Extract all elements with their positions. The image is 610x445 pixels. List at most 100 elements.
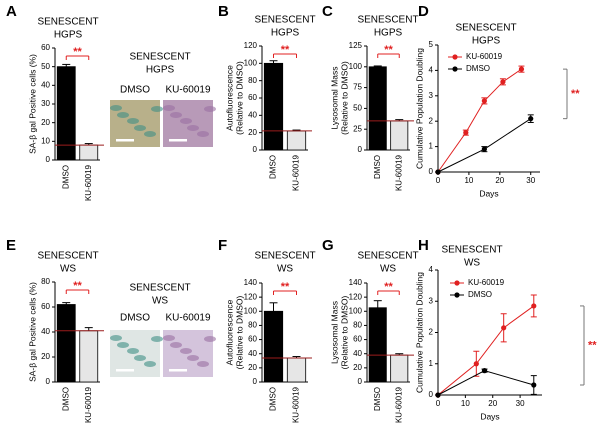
x-tick-label: 30 xyxy=(526,176,535,185)
y-tick-label: 20 xyxy=(353,363,362,372)
cell xyxy=(197,131,209,137)
chart-title: HGPS xyxy=(472,36,501,47)
y-tick-label: 40 xyxy=(248,349,257,358)
cell xyxy=(163,335,175,341)
x-axis-label: Days xyxy=(479,188,498,198)
bar xyxy=(286,130,307,151)
x-tick-label: DMSO xyxy=(373,387,382,411)
y-axis-label: Autofluorescence xyxy=(224,65,234,131)
y-axis-label: Cumulative Population Doubling xyxy=(414,272,424,393)
legend-label: DMSO xyxy=(468,290,492,299)
bar xyxy=(390,120,409,151)
scale-bar xyxy=(116,369,134,372)
significance: ** xyxy=(73,46,82,58)
point xyxy=(481,98,487,104)
legend-marker xyxy=(454,292,460,298)
y-tick-label: 0 xyxy=(46,155,51,164)
scale-bar xyxy=(169,369,187,372)
y-tick-label: 60 xyxy=(248,335,257,344)
y-tick-label: 100 xyxy=(244,58,258,67)
point xyxy=(531,303,537,309)
bar xyxy=(56,304,76,383)
y-tick-label: 100 xyxy=(244,306,258,315)
panel-letter: B xyxy=(218,3,229,20)
panel-letter: H xyxy=(418,237,429,254)
point xyxy=(435,392,441,398)
x-tick-label: 20 xyxy=(495,176,504,185)
image-title: WS xyxy=(152,296,168,307)
image-title: SENESCENT xyxy=(129,52,190,63)
series-line xyxy=(437,118,532,173)
x-tick-label: KU-60019 xyxy=(394,154,403,191)
bar xyxy=(56,66,76,161)
y-tick-label: 30 xyxy=(41,99,50,108)
chart-title: HGPS xyxy=(271,28,300,39)
panel-letter: C xyxy=(322,3,333,20)
y-tick-label: 40 xyxy=(41,80,50,89)
cell xyxy=(151,106,163,112)
significance: ** xyxy=(281,281,290,293)
cell xyxy=(204,336,216,342)
y-tick-label: 140 xyxy=(244,278,258,287)
y-tick-label: 80 xyxy=(353,321,362,330)
chart-title: WS xyxy=(380,264,396,275)
point xyxy=(463,130,469,136)
panel-letter: G xyxy=(322,237,334,254)
cell xyxy=(180,348,192,354)
y-tick-label: 1 xyxy=(429,359,434,368)
y-tick-label: 1 xyxy=(429,142,434,151)
legend-label: DMSO xyxy=(466,64,490,73)
panel-letter: E xyxy=(6,237,16,254)
y-axis-label: SA-β gal Positive cells (%) xyxy=(27,282,37,382)
x-tick-label: DMSO xyxy=(61,387,70,411)
cell xyxy=(163,105,175,111)
bar xyxy=(263,310,284,383)
cell xyxy=(127,348,139,354)
cell xyxy=(144,131,156,137)
y-tick-label: 80 xyxy=(248,76,257,85)
y-axis-label: Cumulative Population Doubling xyxy=(414,48,424,169)
panel-letter: A xyxy=(6,3,17,20)
y-tick-label: 100 xyxy=(349,306,363,315)
x-tick-label: 10 xyxy=(464,176,473,185)
point xyxy=(500,79,506,85)
scale-bar xyxy=(116,139,134,142)
y-tick-label: 125 xyxy=(349,41,363,50)
y-tick-label: 3 xyxy=(429,296,434,305)
series-line xyxy=(437,305,535,396)
point xyxy=(528,116,534,122)
bar xyxy=(368,66,387,151)
y-tick-label: 140 xyxy=(349,278,363,287)
x-tick-label: 0 xyxy=(436,399,441,408)
cell xyxy=(170,342,182,348)
cell xyxy=(187,355,199,361)
image-label: KU-60019 xyxy=(165,313,210,324)
panel-letter: D xyxy=(418,3,429,20)
y-tick-label: 0 xyxy=(46,377,51,386)
y-axis-label: SA-β gal Positive cells (%) xyxy=(27,54,37,154)
y-axis-label: Lysosomal Mass xyxy=(329,67,339,130)
image-label: DMSO xyxy=(120,85,150,96)
y-tick-label: 20 xyxy=(248,128,257,137)
bar xyxy=(79,144,99,161)
y-tick-label: 60 xyxy=(41,43,50,52)
chart-title: SENESCENT xyxy=(254,15,315,26)
x-tick-label: KU-60019 xyxy=(292,386,301,423)
y-axis-label: (Relative to DMSO) xyxy=(339,295,349,369)
cell xyxy=(180,118,192,124)
y-tick-label: 20 xyxy=(248,363,257,372)
legend-label: KU-60019 xyxy=(466,52,503,61)
y-tick-label: 4 xyxy=(429,66,434,75)
y-tick-label: 50 xyxy=(41,62,50,71)
y-tick-label: 40 xyxy=(248,110,257,119)
y-tick-label: 120 xyxy=(244,41,258,50)
chart-title: SENESCENT xyxy=(455,23,516,34)
y-tick-label: 80 xyxy=(248,321,257,330)
y-tick-label: 0 xyxy=(429,390,434,399)
cell xyxy=(127,118,139,124)
chart-title: SENESCENT xyxy=(37,17,98,28)
bar xyxy=(286,357,307,383)
y-tick-label: 50 xyxy=(353,104,362,113)
point xyxy=(435,169,441,175)
